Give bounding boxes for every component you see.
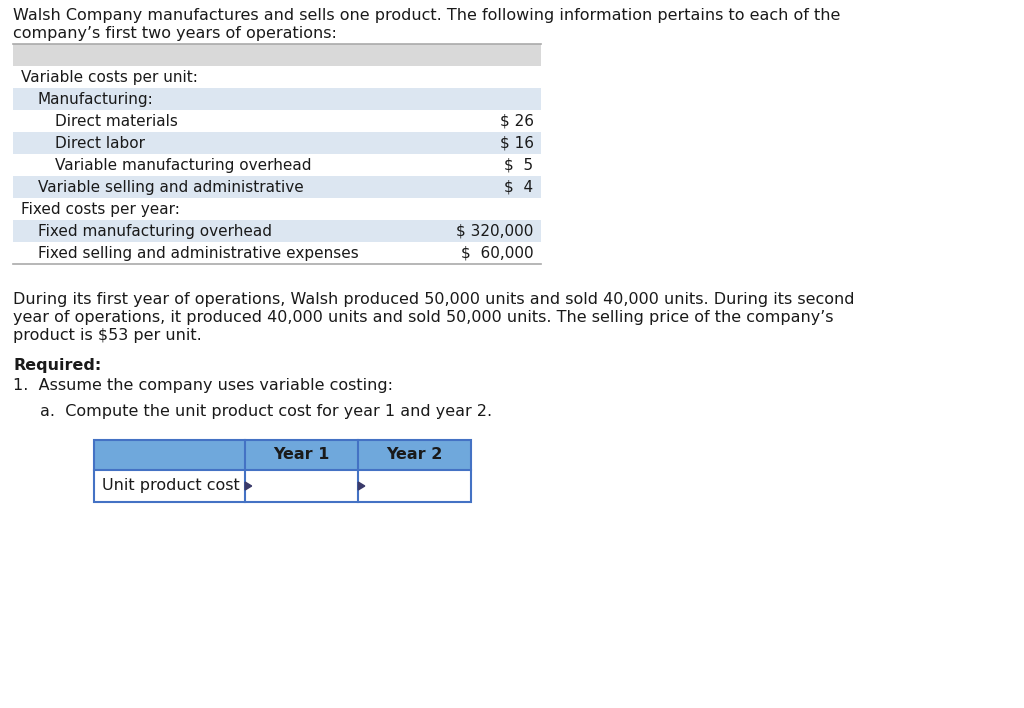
Text: $ 16: $ 16 [500,136,534,151]
Bar [94,440,245,470]
Text: Manufacturing:: Manufacturing: [38,92,154,107]
Text: $  4: $ 4 [505,180,534,195]
Text: Direct labor: Direct labor [54,136,144,151]
Bar [94,440,471,502]
Bar [13,132,541,154]
Text: $  60,000: $ 60,000 [461,246,534,261]
Bar [13,66,541,88]
Text: company’s first two years of operations:: company’s first two years of operations: [13,26,337,41]
Text: Year 2: Year 2 [387,447,443,462]
Bar [94,470,471,502]
Text: Variable selling and administrative: Variable selling and administrative [38,180,303,195]
Text: Fixed costs per year:: Fixed costs per year: [20,202,179,217]
Bar [358,440,471,470]
Text: Variable manufacturing overhead: Variable manufacturing overhead [54,158,311,173]
Text: $  5: $ 5 [505,158,534,173]
Bar [13,198,541,220]
Bar [13,176,541,198]
Text: Variable costs per unit:: Variable costs per unit: [20,70,198,85]
Bar [13,88,541,110]
Text: product is $53 per unit.: product is $53 per unit. [13,328,202,343]
Text: Year 1: Year 1 [273,447,330,462]
Bar [13,110,541,132]
Text: Unit product cost: Unit product cost [101,478,240,493]
Bar [13,44,541,66]
Polygon shape [358,482,365,490]
Text: Direct materials: Direct materials [54,114,177,129]
Text: Walsh Company manufactures and sells one product. The following information pert: Walsh Company manufactures and sells one… [13,8,841,23]
Text: a.  Compute the unit product cost for year 1 and year 2.: a. Compute the unit product cost for yea… [40,404,492,419]
Text: $ 26: $ 26 [500,114,534,129]
Bar [13,154,541,176]
Bar [13,220,541,242]
Text: $ 320,000: $ 320,000 [456,224,534,239]
Text: Fixed selling and administrative expenses: Fixed selling and administrative expense… [38,246,358,261]
Text: Required:: Required: [13,358,101,373]
Bar [245,440,358,470]
Text: 1.  Assume the company uses variable costing:: 1. Assume the company uses variable cost… [13,378,393,393]
Bar [13,242,541,264]
Polygon shape [245,482,252,490]
Text: Fixed manufacturing overhead: Fixed manufacturing overhead [38,224,271,239]
Text: year of operations, it produced 40,000 units and sold 50,000 units. The selling : year of operations, it produced 40,000 u… [13,310,834,325]
Text: During its first year of operations, Walsh produced 50,000 units and sold 40,000: During its first year of operations, Wal… [13,292,855,307]
